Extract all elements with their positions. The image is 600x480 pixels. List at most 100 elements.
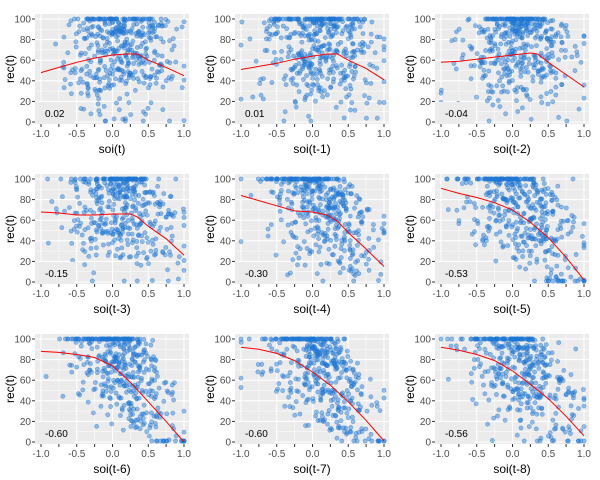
y-axis: 0 20 40 60 80 100	[14, 335, 35, 449]
x-axis: -1.0 -0.5 0.0 0.5 1.0	[232, 284, 391, 300]
svg-text:-1.0: -1.0	[32, 129, 50, 140]
svg-text:0.0: 0.0	[106, 289, 120, 300]
correlation-label-box	[36, 262, 74, 283]
svg-text:80: 80	[220, 355, 232, 366]
svg-text:100: 100	[214, 15, 231, 26]
svg-text:20: 20	[420, 257, 432, 268]
x-axis: -1.0 -0.5 0.0 0.5 1.0	[232, 124, 391, 140]
data-points	[238, 16, 387, 124]
lowess-smooth-line	[240, 53, 385, 81]
facet-panel-9: -0.56 0 20 40 60 80 100 -1.0 -0.5 0.0 0.5 1.0 soi(t-…	[400, 320, 600, 480]
svg-text:-1.0: -1.0	[32, 449, 50, 460]
svg-text:40: 40	[220, 76, 232, 87]
correlation-label-box	[36, 422, 74, 443]
scatter-plot: -0.15 0 20 40 60 80 100 -1.0 -0.5 0.0 0.5 1.0 soi(t-…	[3, 174, 191, 316]
grid-lines	[35, 174, 189, 284]
svg-text:80: 80	[420, 35, 432, 46]
svg-text:-1.0: -1.0	[432, 129, 450, 140]
data-points	[438, 16, 587, 124]
svg-text:20: 20	[420, 417, 432, 428]
y-axis: 0 20 40 60 80 100	[414, 15, 435, 129]
svg-text:1.0: 1.0	[177, 289, 191, 300]
svg-text:0: 0	[25, 438, 31, 449]
svg-text:0: 0	[25, 278, 31, 289]
svg-text:-0.5: -0.5	[68, 449, 86, 460]
lowess-smooth-line	[440, 52, 585, 88]
y-axis-title: rec(t)	[403, 55, 417, 83]
correlation-label-box	[236, 102, 274, 123]
svg-text:20: 20	[20, 257, 32, 268]
y-axis: 0 20 40 60 80 100	[214, 15, 235, 129]
x-axis-title: soi(t-3)	[93, 302, 130, 316]
lowess-smooth-line	[240, 195, 385, 267]
svg-text:0.5: 0.5	[141, 289, 155, 300]
y-axis-title: rec(t)	[403, 375, 417, 403]
svg-text:0.5: 0.5	[141, 449, 155, 460]
svg-text:60: 60	[420, 56, 432, 67]
y-axis: 0 20 40 60 80 100	[14, 15, 35, 129]
svg-text:100: 100	[414, 15, 431, 26]
svg-text:1.0: 1.0	[377, 129, 391, 140]
svg-text:-0.5: -0.5	[268, 289, 286, 300]
x-axis: -1.0 -0.5 0.0 0.5 1.0	[232, 444, 391, 460]
svg-text:-0.5: -0.5	[468, 129, 486, 140]
x-axis: -1.0 -0.5 0.0 0.5 1.0	[32, 124, 191, 140]
data-points	[43, 336, 187, 444]
y-axis-title: rec(t)	[403, 215, 417, 243]
scatter-plot: -0.56 0 20 40 60 80 100 -1.0 -0.5 0.0 0.5 1.0 soi(t-…	[403, 334, 591, 476]
svg-text:0: 0	[225, 118, 231, 129]
lowess-smooth-line	[440, 346, 585, 437]
correlation-value: -0.04	[445, 109, 468, 120]
svg-text:0.0: 0.0	[506, 289, 520, 300]
svg-text:20: 20	[220, 417, 232, 428]
svg-text:0: 0	[425, 438, 431, 449]
facet-panel-1: 0.02 0 20 40 60 80 100 -1.0 -0.5 0.0 0.5 1.0 soi(t) r…	[0, 0, 200, 160]
lowess-smooth-line	[240, 346, 385, 442]
x-axis: -1.0 -0.5 0.0 0.5 1.0	[32, 284, 191, 300]
correlation-value: 0.02	[45, 109, 65, 120]
svg-text:0.5: 0.5	[141, 129, 155, 140]
svg-text:80: 80	[20, 195, 32, 206]
svg-text:60: 60	[220, 376, 232, 387]
x-axis-title: soi(t-2)	[493, 142, 530, 156]
svg-text:1.0: 1.0	[577, 449, 591, 460]
svg-text:-1.0: -1.0	[432, 449, 450, 460]
svg-text:60: 60	[20, 56, 32, 67]
x-axis-title: soi(t)	[99, 142, 126, 156]
scatter-plot: -0.04 0 20 40 60 80 100 -1.0 -0.5 0.0 0.5 1.0 soi(t-…	[403, 14, 591, 156]
x-axis: -1.0 -0.5 0.0 0.5 1.0	[432, 444, 591, 460]
data-points	[45, 176, 187, 284]
svg-text:40: 40	[20, 76, 32, 87]
correlation-value: -0.60	[245, 429, 268, 440]
scatter-plot: 0.01 0 20 40 60 80 100 -1.0 -0.5 0.0 0.5 1.0 soi(t-1…	[203, 14, 391, 156]
svg-text:100: 100	[14, 335, 31, 346]
correlation-label-box	[436, 102, 474, 123]
svg-text:100: 100	[214, 335, 231, 346]
scatter-plot: -0.30 0 20 40 60 80 100 -1.0 -0.5 0.0 0.5 1.0 soi(t-…	[203, 174, 391, 316]
x-axis-title: soi(t-7)	[293, 462, 330, 476]
svg-text:-0.5: -0.5	[468, 289, 486, 300]
svg-text:0.5: 0.5	[541, 129, 555, 140]
y-axis-title: rec(t)	[203, 215, 217, 243]
svg-text:1.0: 1.0	[377, 289, 391, 300]
svg-text:100: 100	[214, 175, 231, 186]
y-axis-title: rec(t)	[3, 55, 17, 83]
svg-text:60: 60	[20, 376, 32, 387]
svg-text:0.5: 0.5	[341, 129, 355, 140]
svg-text:40: 40	[220, 236, 232, 247]
y-axis: 0 20 40 60 80 100	[214, 175, 235, 289]
svg-text:1.0: 1.0	[577, 289, 591, 300]
svg-text:80: 80	[420, 355, 432, 366]
correlation-value: -0.15	[45, 269, 68, 280]
svg-text:80: 80	[20, 35, 32, 46]
scatter-plot: -0.60 0 20 40 60 80 100 -1.0 -0.5 0.0 0.5 1.0 soi(t-…	[203, 334, 391, 476]
facet-panel-8: -0.60 0 20 40 60 80 100 -1.0 -0.5 0.0 0.5 1.0 soi(t-…	[200, 320, 400, 480]
svg-text:40: 40	[20, 236, 32, 247]
svg-text:0: 0	[425, 278, 431, 289]
correlation-value: -0.60	[45, 429, 68, 440]
svg-text:20: 20	[20, 417, 32, 428]
svg-text:0.5: 0.5	[541, 449, 555, 460]
y-axis-title: rec(t)	[3, 375, 17, 403]
correlation-value: -0.53	[445, 269, 468, 280]
lowess-smooth-line	[440, 187, 585, 281]
